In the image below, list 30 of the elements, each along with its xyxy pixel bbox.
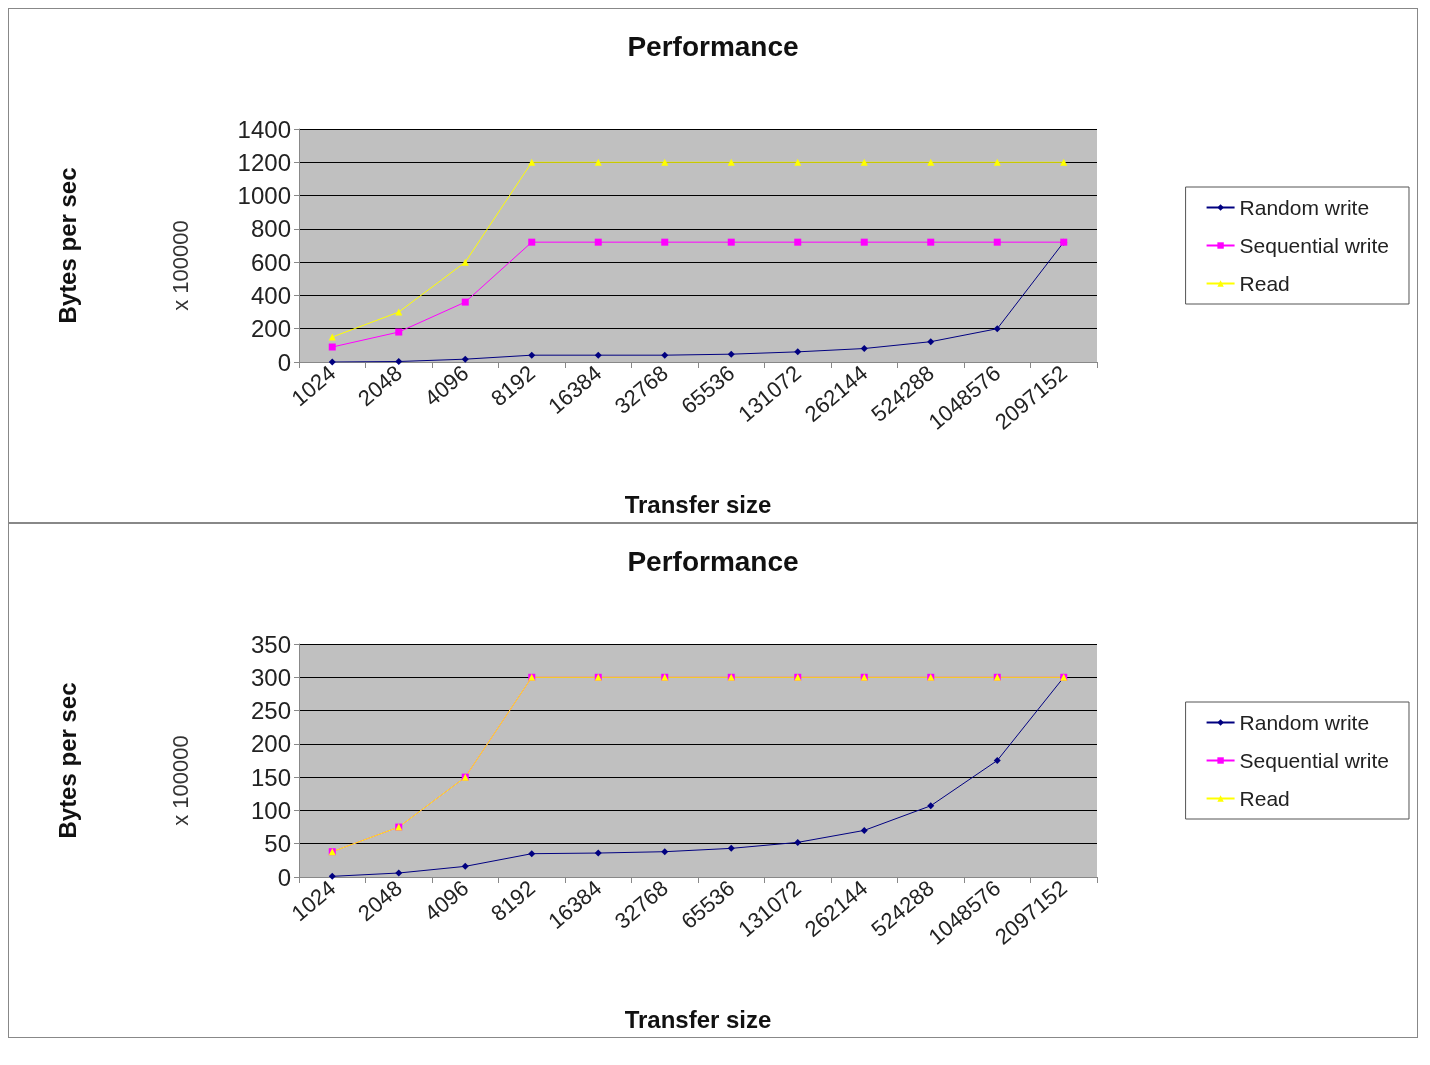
y-axis-title: Bytes per sec xyxy=(53,167,81,324)
text: x 100000 xyxy=(167,735,193,826)
x-axis-title: Transfer size xyxy=(624,490,772,518)
y-tick-label: 200 xyxy=(250,730,291,758)
text: x 100000 xyxy=(167,220,193,311)
legend-label: Sequential write xyxy=(1239,749,1389,772)
y-tick-label: 150 xyxy=(250,763,291,791)
y-tick-label: 50 xyxy=(264,830,291,858)
y-tick-label: 600 xyxy=(250,248,291,276)
legend-label: Random write xyxy=(1239,711,1370,734)
y-tick-label: 300 xyxy=(250,663,291,691)
y-tick-label: 1200 xyxy=(237,148,291,176)
x-axis-title: Transfer size xyxy=(624,1005,772,1033)
y-tick-label: 250 xyxy=(250,697,291,725)
legend-label: Read xyxy=(1239,787,1290,810)
y-tick-label: 200 xyxy=(250,315,291,343)
y-tick-label: 800 xyxy=(250,215,291,243)
y-tick-label: 1000 xyxy=(237,182,291,210)
y-tick-label: 0 xyxy=(277,348,291,376)
legend-label: Random write xyxy=(1239,196,1370,219)
y-tick-label: 100 xyxy=(250,796,291,824)
y-tick-label: 0 xyxy=(277,863,291,891)
legend-label: Read xyxy=(1239,272,1290,295)
y-tick-label: 1400 xyxy=(237,115,291,143)
y-axis-title: Bytes per sec xyxy=(53,682,81,839)
y-tick-label: 350 xyxy=(250,630,291,658)
chart-title: Performance xyxy=(627,30,799,62)
y-tick-label: 400 xyxy=(250,281,291,309)
legend-label: Sequential write xyxy=(1239,234,1389,257)
chart-title: Performance xyxy=(627,545,799,577)
